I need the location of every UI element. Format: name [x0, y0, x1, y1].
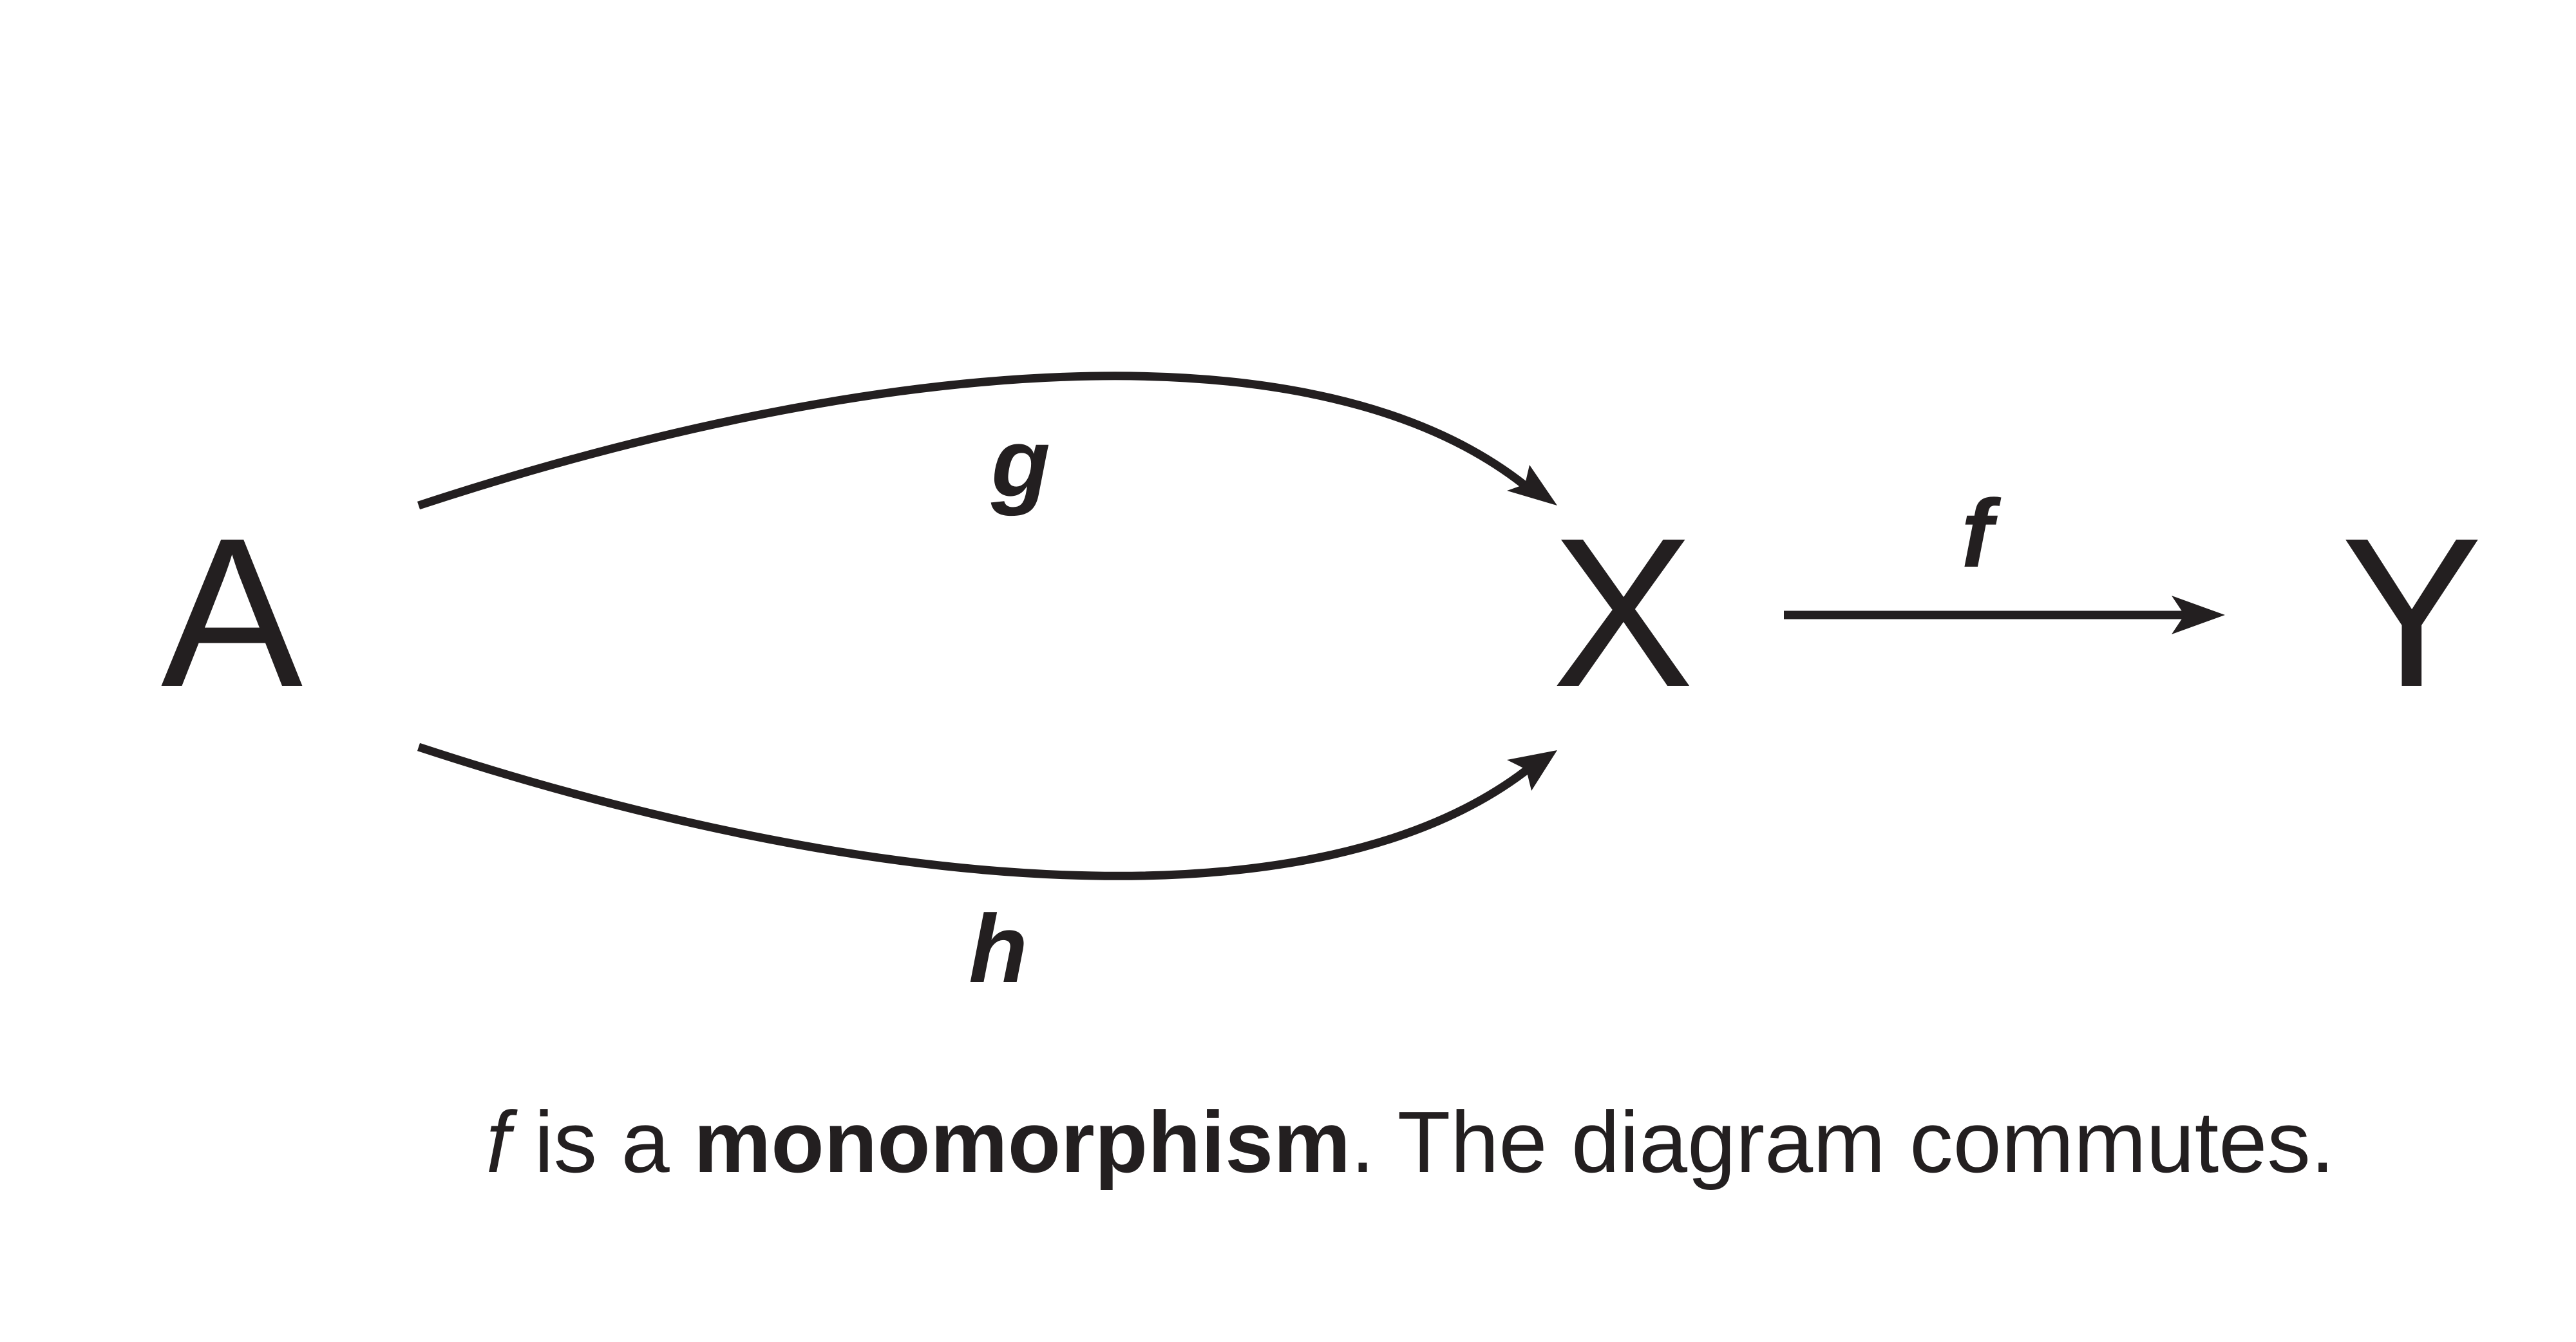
arrow-f-label: f — [1961, 479, 2002, 587]
arrow-g-head — [1507, 465, 1557, 506]
arrow-h-head — [1507, 750, 1557, 791]
arrow-h-shaft — [417, 742, 1535, 880]
caption-rest: . The diagram commutes. — [1350, 1093, 2334, 1191]
node-a: A — [161, 493, 304, 731]
arrow-g-shaft — [417, 372, 1535, 510]
arrow-g-label: g — [990, 408, 1050, 516]
arrow-f-head — [2172, 596, 2225, 634]
node-y: Y — [2341, 493, 2483, 731]
caption-term: monomorphism — [694, 1093, 1350, 1191]
diagram-caption: f is a monomorphism. The diagram commute… — [486, 1093, 2335, 1191]
caption-is-a: is a — [510, 1093, 694, 1191]
arrow-h-label: h — [969, 894, 1028, 1003]
node-x: X — [1552, 493, 1694, 731]
